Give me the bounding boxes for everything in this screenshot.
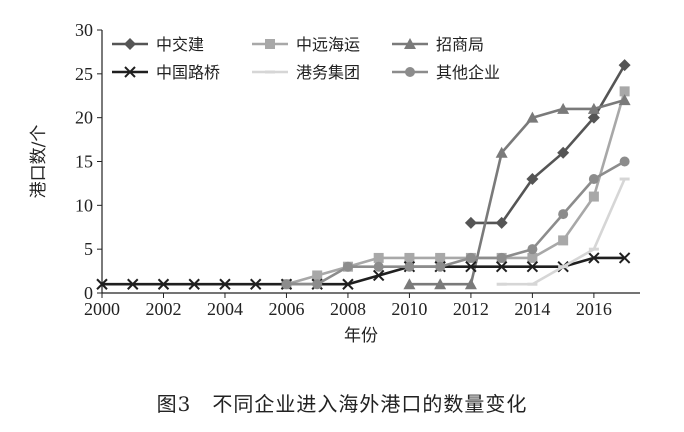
- y-tick-label: 5: [84, 239, 93, 259]
- legend-swatch-marker: [124, 38, 136, 50]
- y-tick-label: 15: [75, 152, 93, 172]
- series-1: [464, 59, 631, 229]
- legend-label: 中远海运: [296, 35, 360, 54]
- figure-caption: 图3 不同企业进入海外港口的数量变化: [156, 392, 528, 416]
- data-point: [587, 111, 600, 124]
- data-point: [495, 216, 508, 229]
- data-point: [404, 252, 415, 263]
- data-point: [619, 156, 630, 167]
- series-layer: [96, 59, 631, 290]
- data-point: [435, 261, 446, 272]
- x-tick-label: 2002: [145, 299, 181, 319]
- x-tick-label: 2016: [576, 299, 612, 319]
- x-tick-label: 2006: [268, 299, 304, 319]
- data-point: [188, 278, 200, 290]
- data-point: [588, 191, 599, 202]
- series-line: [102, 256, 625, 286]
- legend-item: 中国路桥: [112, 63, 220, 82]
- data-point: [342, 278, 354, 290]
- data-point: [250, 278, 262, 290]
- data-point: [496, 252, 507, 263]
- legend-label: 港务集团: [296, 63, 360, 82]
- axes: 0 5 10 15 20 25 30 2000 2002 2004 2006 2008 2010 2012…: [75, 20, 640, 319]
- x-tick-label: 2000: [84, 299, 120, 319]
- legend-label: 其他企业: [436, 63, 500, 82]
- y-tick-label: 0: [84, 283, 93, 303]
- data-point: [587, 102, 600, 114]
- y-axis-label: 港口数/个: [29, 125, 49, 199]
- data-point: [557, 146, 570, 159]
- data-point: [619, 86, 630, 97]
- x-axis-label: 年份: [344, 326, 378, 346]
- data-point: [281, 279, 292, 290]
- legend-swatch-marker: [404, 38, 416, 49]
- legend-label: 中国路桥: [156, 63, 220, 82]
- data-point: [618, 94, 631, 106]
- data-point: [526, 260, 539, 273]
- x-tick-label: 2014: [514, 299, 550, 319]
- series-5: [496, 177, 630, 286]
- y-tick-label: 30: [75, 20, 93, 40]
- legend-swatch-marker: [405, 67, 415, 77]
- legend-item: 其他企业: [392, 63, 500, 82]
- data-point: [588, 174, 599, 185]
- legend-swatch-marker: [265, 39, 275, 49]
- data-point: [312, 279, 323, 290]
- data-point: [557, 102, 570, 114]
- data-point: [312, 270, 323, 281]
- line-chart: 0 5 10 15 20 25 30 2000 2002 2004 2006 2008 2010 2012…: [29, 20, 640, 346]
- data-point: [558, 235, 569, 246]
- data-point: [127, 278, 139, 290]
- data-point: [588, 252, 600, 264]
- data-point: [404, 261, 415, 272]
- data-point: [372, 269, 385, 282]
- legend-item: 招商局: [392, 35, 484, 54]
- data-point: [495, 260, 508, 273]
- series-line: [286, 160, 626, 286]
- data-point: [157, 278, 170, 290]
- data-point: [465, 252, 476, 263]
- y-tick-label: 10: [75, 195, 93, 215]
- data-point: [495, 146, 508, 158]
- legend-label: 招商局: [436, 35, 484, 54]
- data-point: [558, 209, 569, 220]
- x-tick-label: 2012: [453, 299, 489, 319]
- legend-swatch-marker: [124, 66, 136, 78]
- legend-item: 港务集团: [252, 63, 360, 82]
- series-line: [286, 91, 626, 286]
- legend-item: 中交建: [112, 35, 204, 54]
- data-point: [527, 252, 538, 263]
- data-point: [618, 59, 631, 72]
- data-point: [219, 278, 231, 290]
- data-point: [527, 244, 538, 255]
- data-point: [464, 278, 477, 290]
- series-3: [403, 94, 631, 290]
- data-point: [434, 278, 447, 290]
- series-6: [281, 156, 630, 290]
- y-tick-label: 20: [75, 108, 93, 128]
- data-point: [465, 260, 477, 273]
- series-line: [409, 98, 625, 286]
- data-point: [373, 261, 384, 272]
- x-tick-label: 2004: [207, 299, 243, 319]
- series-4: [96, 252, 631, 290]
- data-point: [526, 173, 539, 186]
- x-tick-label: 2008: [330, 299, 366, 319]
- data-point: [526, 111, 539, 123]
- legend-label: 中交建: [156, 35, 204, 54]
- data-point: [435, 252, 446, 263]
- y-tick-label: 25: [75, 64, 93, 84]
- data-point: [342, 261, 353, 272]
- data-point: [403, 278, 416, 290]
- data-point: [96, 278, 108, 290]
- data-point: [373, 252, 384, 263]
- data-point: [618, 252, 631, 264]
- data-point: [464, 216, 477, 229]
- legend-item: 中远海运: [252, 35, 360, 54]
- series-line: [470, 64, 626, 225]
- x-tick-label: 2010: [391, 299, 427, 319]
